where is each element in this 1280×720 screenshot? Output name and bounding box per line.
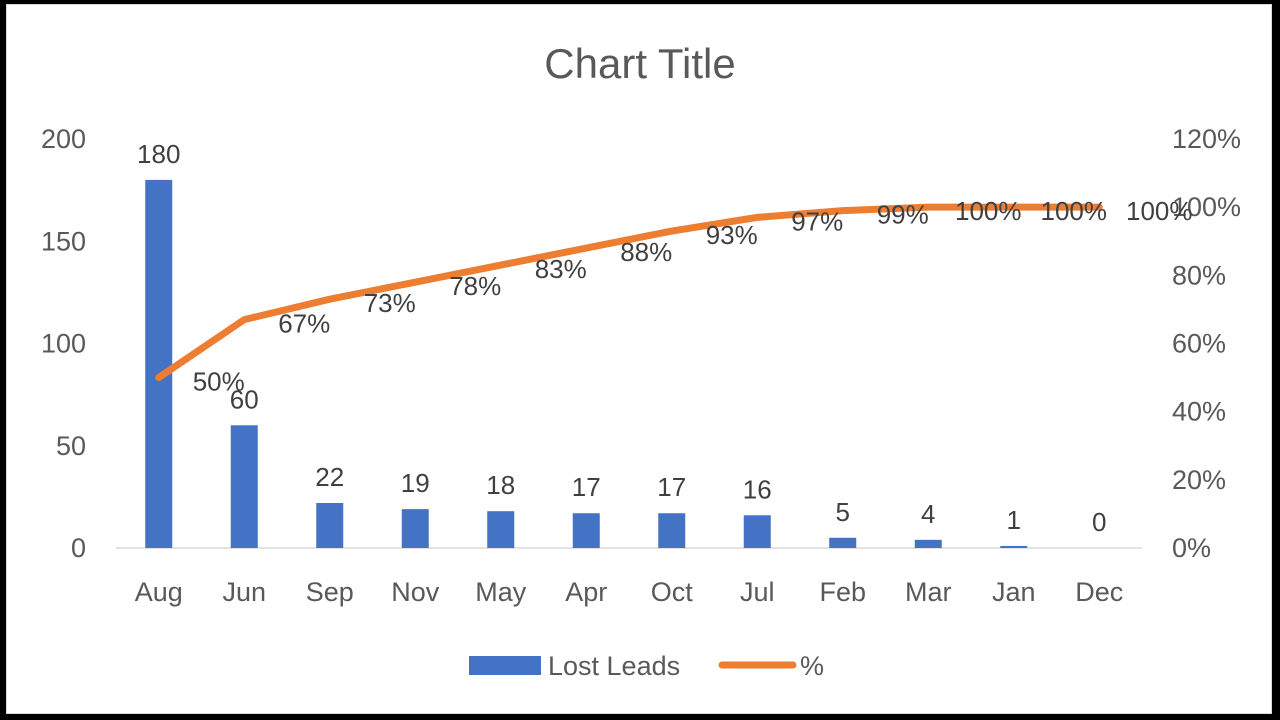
x-axis-tick-label: Apr [565,577,607,607]
left-axis: 0 50 100 150 200 [41,124,86,563]
legend-label: % [800,651,824,681]
bar [914,539,942,548]
bar [743,515,771,548]
right-axis-tick-label: 60% [1172,329,1226,359]
bar [316,503,344,548]
x-axis-tick-label: Aug [135,577,183,607]
bar-data-label: 180 [137,139,180,169]
bar-data-label: 17 [657,472,686,502]
left-axis-tick-label: 0 [71,533,86,563]
bar [572,513,600,548]
left-axis-tick-label: 100 [41,329,86,359]
x-axis-tick-label: Oct [651,577,694,607]
bar-data-labels: 180 60 22 19 18 17 17 16 5 4 1 0 [137,139,1106,537]
percent-line [155,203,1103,382]
bar-data-label: 16 [743,474,772,504]
legend-item-lost-leads: Lost Leads [469,651,680,681]
bar-data-label: 5 [836,497,850,527]
bar-data-label: 22 [315,462,344,492]
left-axis-tick-label: 50 [56,431,86,461]
line-data-label: 100% [1041,196,1108,226]
right-axis: 0% 20% 40% 60% 80% 100% 120% [1172,124,1241,563]
legend-swatch-bar [469,656,541,675]
legend-label: Lost Leads [548,651,680,681]
bar [230,425,258,548]
bar [829,537,857,548]
line-series [155,203,1103,382]
right-axis-tick-label: 40% [1172,397,1226,427]
bar-data-label: 4 [921,499,935,529]
line-data-label: 83% [535,254,587,284]
chart-title: Chart Title [544,40,735,87]
x-axis-tick-label: Jun [222,577,266,607]
legend: Lost Leads% [469,651,824,681]
bar-data-label: 18 [486,470,515,500]
x-axis-tick-label: Feb [819,577,866,607]
line-data-label: 100% [955,196,1022,226]
x-axis: Aug Jun Sep Nov May Apr Oct Jul Feb Mar Jan Dec [116,547,1142,607]
left-axis-tick-label: 150 [41,226,86,256]
bar [1000,545,1028,548]
right-axis-tick-label: 20% [1172,465,1226,495]
x-axis-tick-label: Nov [391,577,440,607]
line-data-label: 93% [706,220,758,250]
right-axis-tick-label: 80% [1172,260,1226,290]
line-data-label: 67% [278,309,330,339]
bar-data-label: 1 [1007,505,1021,535]
bar [658,513,686,548]
x-axis-tick-label: Jul [740,577,775,607]
bar-data-label: 19 [401,468,430,498]
x-axis-tick-label: May [475,577,527,607]
left-axis-tick-label: 200 [41,124,86,154]
legend-item-percent: % [718,651,824,681]
line-data-label: 100% [1126,196,1193,226]
bar-data-label: 0 [1092,507,1106,537]
right-axis-tick-label: 100% [1172,192,1241,222]
bar [145,179,173,548]
right-axis-tick-label: 120% [1172,124,1241,154]
line-data-label: 97% [791,206,843,236]
bar-series [145,179,1028,548]
line-data-label: 73% [364,288,416,318]
chart-frame [6,4,1272,714]
x-axis-tick-label: Dec [1075,577,1123,607]
right-axis-tick-label: 0% [1172,533,1211,563]
line-data-label: 99% [877,200,929,230]
x-axis-tick-label: Jan [992,577,1036,607]
line-data-label: 78% [449,271,501,301]
bar [401,509,429,548]
line-data-label: 88% [620,237,672,267]
x-axis-tick-label: Sep [306,577,354,607]
line-data-labels: 50% 67% 73% 78% 83% 88% 93% 97% 99% 100% 100% 100% [193,196,1193,396]
bar-data-label: 17 [572,472,601,502]
line-data-label: 50% [193,367,245,397]
bar-data-label: 60 [230,384,259,414]
x-axis-tick-label: Mar [905,577,952,607]
bar [487,511,515,548]
